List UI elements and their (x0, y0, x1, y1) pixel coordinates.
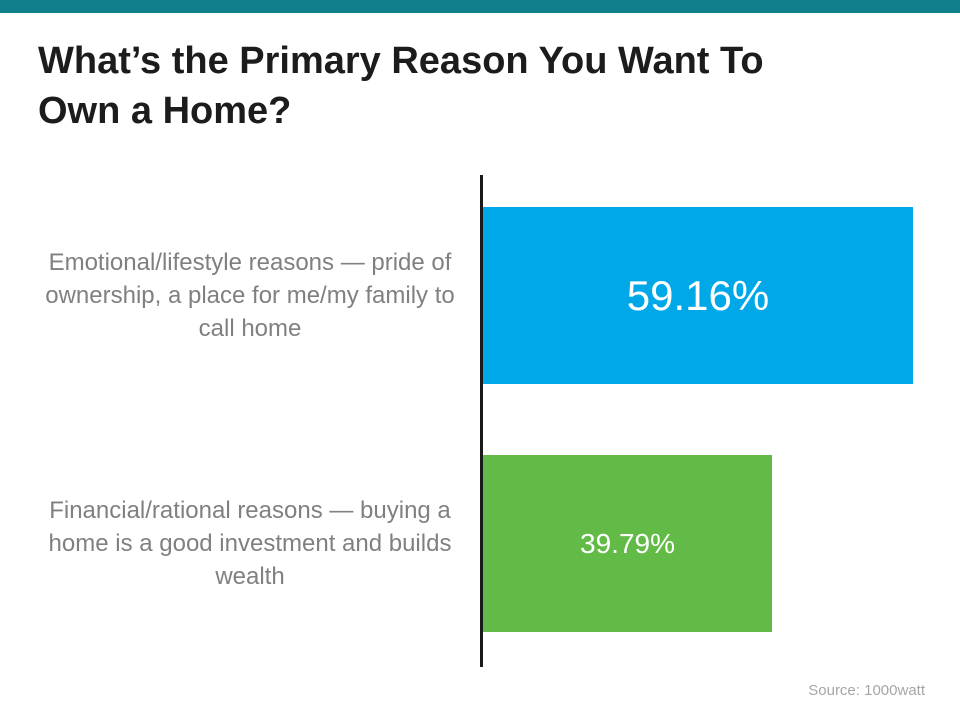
bar-financial-rational: 39.79% (483, 455, 772, 632)
bar-emotional-lifestyle: 59.16% (483, 207, 913, 384)
title-line-2: Own a Home? (38, 90, 292, 132)
title-line-1: What’s the Primary Reason You Want To (38, 40, 764, 82)
bar-value-label-financial: 39.79% (580, 527, 675, 559)
page-title: What’s the Primary Reason You Want To Ow… (38, 36, 918, 136)
top-accent-bar (0, 0, 960, 13)
chart-axis-line (480, 175, 483, 667)
bar-category-label-emotional: Emotional/lifestyle reasons — pride of o… (45, 249, 455, 342)
bar-category-label-financial: Financial/rational reasons — buying a ho… (48, 497, 452, 590)
source-attribution: Source: 1000watt (808, 682, 925, 699)
bar-value-label-emotional: 59.16% (626, 271, 770, 319)
